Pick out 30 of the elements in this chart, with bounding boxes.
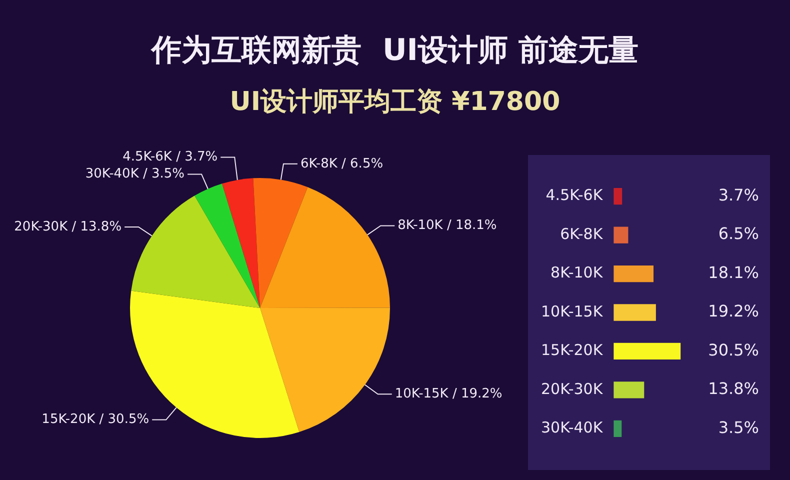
bar <box>614 342 681 360</box>
data-label: 6.5% <box>718 224 759 244</box>
data-label: 18.1% <box>708 262 759 282</box>
data-label: 3.5% <box>718 418 759 437</box>
bar <box>614 188 622 205</box>
y-tick-label: 10K-15K <box>540 302 604 320</box>
chart-subtitle: UI设计师平均工资 ¥17800 <box>228 86 562 119</box>
y-tick-label: 8K-10K <box>550 264 604 282</box>
y-tick-label: 30K-40K <box>540 418 604 437</box>
slice-label: 15K-20K / 30.5% <box>42 412 150 428</box>
bar <box>614 226 628 244</box>
slice-label: 30K-40K / 3.5% <box>85 166 185 182</box>
y-tick-label: 4.5K-6K <box>546 186 604 204</box>
slice-label: 6K-8K / 6.5% <box>300 156 384 172</box>
slice-label: 8K-10K / 18.1% <box>398 218 497 234</box>
y-tick-label: 20K-30K <box>540 380 604 398</box>
y-tick-label: 15K-20K <box>540 341 604 360</box>
slice-label: 4.5K-6K / 3.7% <box>122 150 218 165</box>
slice-label: 10K-15K / 19.2% <box>394 386 502 402</box>
bar <box>614 420 622 437</box>
data-label: 13.8% <box>708 379 759 398</box>
data-label: 3.7% <box>718 186 759 205</box>
slice-label: 20K-30K / 13.8% <box>14 219 122 234</box>
chart-title: 作为互联网新贵 UI设计师 前途无量 <box>150 32 640 70</box>
bar <box>614 265 654 282</box>
bar <box>614 382 644 398</box>
data-label: 19.2% <box>708 302 759 321</box>
bar <box>614 304 656 321</box>
data-label: 30.5% <box>708 340 759 360</box>
y-tick-label: 6K-8K <box>560 224 604 243</box>
